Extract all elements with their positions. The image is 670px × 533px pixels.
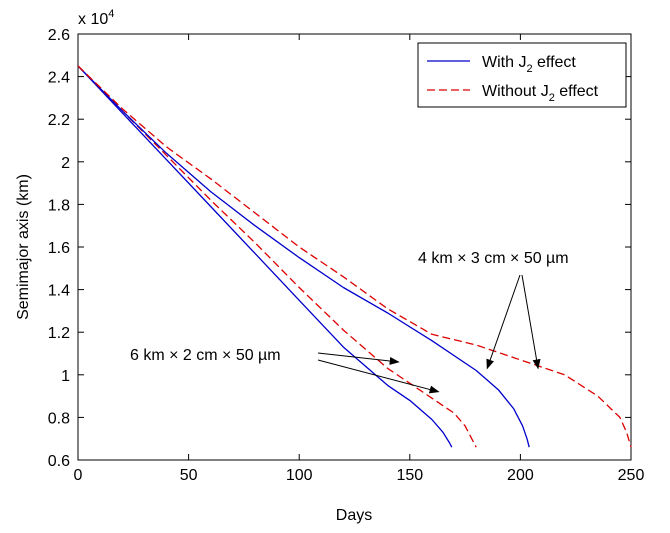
x-tick-label: 0	[74, 467, 83, 484]
x-axis-label: Days	[336, 507, 372, 524]
y-tick-label: 1.8	[48, 197, 70, 214]
y-axis-label: Semimajor axis (km)	[15, 174, 32, 320]
x-tick-label: 100	[286, 467, 313, 484]
series-layer	[77, 65, 632, 448]
series-line-1	[77, 65, 453, 448]
annotation-label-4km: 4 km × 3 cm × 50 µm	[418, 250, 569, 267]
x-tick-label: 150	[396, 467, 423, 484]
x-tick-label: 50	[180, 467, 198, 484]
x-tick-label: 200	[507, 467, 534, 484]
series-line-3	[77, 65, 530, 448]
annotation-label-6km: 6 km × 2 cm × 50 µm	[130, 347, 281, 364]
y-multiplier-base: x 10	[78, 11, 108, 28]
y-tick-label: 0.6	[48, 453, 70, 470]
axis-ticks: 0 50 100 150 200 250 0.6 0.8 1 1.2 1.4 1.6 1.8 2 2.2 2.…	[48, 27, 645, 484]
y-tick-label: 2.2	[48, 112, 70, 129]
y-tick-label: 1.6	[48, 240, 70, 257]
legend-label-with-j2: With J2 effect	[482, 54, 576, 75]
x-tick-label: 250	[618, 467, 645, 484]
y-tick-label: 2.6	[48, 27, 70, 44]
legend-label-without-j2: Without J2 effect	[482, 83, 599, 104]
annotation-arrow	[521, 274, 541, 370]
series-line-2	[77, 65, 477, 448]
legend: With J2 effect Without J2 effect	[417, 42, 627, 108]
annotation-arrow	[486, 274, 521, 370]
y-tick-label: 2	[61, 155, 70, 172]
annotation-arrow	[317, 352, 400, 365]
y-tick-label: 0.8	[48, 410, 70, 427]
y-tick-label: 1	[61, 368, 70, 385]
legend-box	[417, 42, 627, 108]
y-multiplier-exponent: 4	[108, 8, 114, 20]
y-multiplier: x 104	[78, 8, 114, 28]
y-tick-label: 1.4	[48, 283, 70, 300]
series-line-4	[77, 65, 632, 448]
annotation-arrow	[317, 359, 440, 394]
y-tick-label: 2.4	[48, 70, 70, 87]
y-tick-label: 1.2	[48, 325, 70, 342]
annotation-layer	[317, 274, 541, 394]
